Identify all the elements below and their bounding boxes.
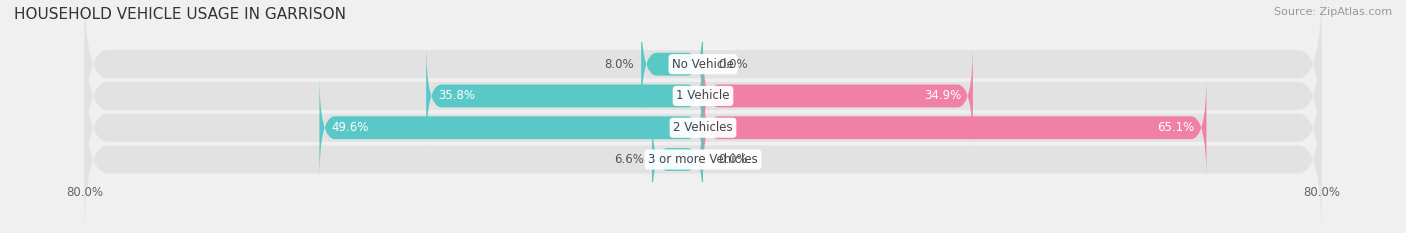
FancyBboxPatch shape bbox=[84, 46, 1322, 209]
Legend: Owner-occupied, Renter-occupied: Owner-occupied, Renter-occupied bbox=[576, 230, 830, 233]
Text: 6.6%: 6.6% bbox=[614, 153, 644, 166]
FancyBboxPatch shape bbox=[426, 44, 703, 148]
Text: 0.0%: 0.0% bbox=[718, 58, 748, 71]
FancyBboxPatch shape bbox=[84, 78, 1322, 233]
Text: 0.0%: 0.0% bbox=[718, 153, 748, 166]
FancyBboxPatch shape bbox=[703, 44, 973, 148]
Text: 49.6%: 49.6% bbox=[330, 121, 368, 134]
FancyBboxPatch shape bbox=[84, 0, 1322, 146]
Text: 65.1%: 65.1% bbox=[1157, 121, 1195, 134]
Text: 1 Vehicle: 1 Vehicle bbox=[676, 89, 730, 103]
Text: 8.0%: 8.0% bbox=[603, 58, 633, 71]
FancyBboxPatch shape bbox=[641, 12, 703, 116]
Text: Source: ZipAtlas.com: Source: ZipAtlas.com bbox=[1274, 7, 1392, 17]
FancyBboxPatch shape bbox=[703, 76, 1206, 180]
Text: 3 or more Vehicles: 3 or more Vehicles bbox=[648, 153, 758, 166]
Text: No Vehicle: No Vehicle bbox=[672, 58, 734, 71]
FancyBboxPatch shape bbox=[84, 15, 1322, 177]
Text: 2 Vehicles: 2 Vehicles bbox=[673, 121, 733, 134]
Text: 35.8%: 35.8% bbox=[437, 89, 475, 103]
FancyBboxPatch shape bbox=[652, 107, 703, 212]
Text: HOUSEHOLD VEHICLE USAGE IN GARRISON: HOUSEHOLD VEHICLE USAGE IN GARRISON bbox=[14, 7, 346, 22]
FancyBboxPatch shape bbox=[319, 76, 703, 180]
Text: 34.9%: 34.9% bbox=[924, 89, 962, 103]
